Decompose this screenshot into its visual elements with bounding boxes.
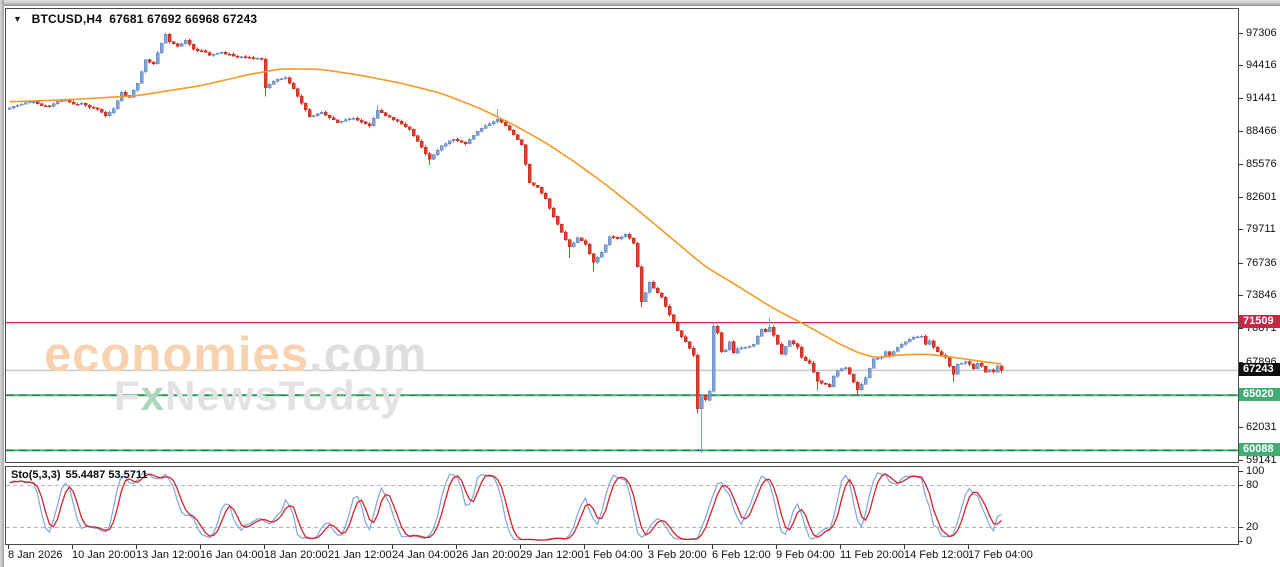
- time-tick: [136, 545, 137, 549]
- time-tick: [392, 545, 393, 549]
- sto-scale-tick: [1239, 541, 1243, 542]
- time-axis-label: 14 Feb 12:00: [904, 549, 969, 561]
- time-tick: [968, 545, 969, 549]
- candlestick-chart[interactable]: [6, 9, 1238, 462]
- price-axis-label: 73846: [1246, 289, 1277, 301]
- sto-scale-label: 80: [1246, 479, 1259, 491]
- price-axis-label: 67896: [1246, 356, 1277, 368]
- price-axis-label: 91441: [1246, 92, 1277, 104]
- symbol-quote-bar: ▼ BTCUSD,H4 67681 67692 66968 67243: [13, 12, 257, 26]
- price-axis-label: 97306: [1246, 27, 1277, 39]
- price-badge-65020: 65020: [1239, 388, 1280, 401]
- indicator-label: Sto(5,3,3) 55.4487 53.5711: [11, 469, 153, 481]
- sto-scale-tick: [1239, 527, 1243, 528]
- price-tick: [1239, 427, 1243, 428]
- time-tick: [648, 545, 649, 549]
- symbol-dropdown-icon[interactable]: ▼: [13, 14, 23, 24]
- price-axis-label: 94416: [1246, 59, 1277, 71]
- time-tick: [456, 545, 457, 549]
- price-tick: [1239, 229, 1243, 230]
- window-left-border: [0, 0, 4, 567]
- indicator-values: 55.4487 53.5711: [65, 469, 148, 481]
- sto-scale-tick: [1239, 471, 1243, 472]
- stochastic-k-line: [9, 472, 1002, 542]
- price-badge-60088: 60088: [1239, 443, 1280, 456]
- time-tick: [8, 545, 9, 549]
- sto-scale-label: 100: [1246, 465, 1265, 477]
- price-tick: [1239, 164, 1243, 165]
- stochastic-d-line: [9, 473, 1002, 541]
- price-tick: [1239, 263, 1243, 264]
- moving-average-line: [9, 68, 1002, 365]
- time-tick: [200, 545, 201, 549]
- price-tick: [1239, 65, 1243, 66]
- indicator-name: Sto(5,3,3): [11, 469, 61, 481]
- time-tick: [328, 545, 329, 549]
- time-axis-label: 11 Feb 20:00: [840, 549, 905, 561]
- price-badge-67243: 67243: [1239, 363, 1280, 376]
- stochastic-panel[interactable]: Sto(5,3,3) 55.4487 53.5711: [5, 466, 1239, 545]
- price-tick: [1239, 460, 1243, 461]
- stochastic-chart[interactable]: [6, 467, 1238, 544]
- time-tick: [520, 545, 521, 549]
- time-axis-label: 26 Jan 20:00: [456, 549, 520, 561]
- time-tick: [712, 545, 713, 549]
- price-tick: [1239, 328, 1243, 329]
- symbol-name: BTCUSD,H4: [31, 12, 103, 26]
- price-axis-label: 88466: [1246, 125, 1277, 137]
- time-axis-label: 13 Jan 12:00: [136, 549, 200, 561]
- time-tick: [840, 545, 841, 549]
- sto-scale-label: 0: [1246, 535, 1253, 547]
- price-axis-label: 82601: [1246, 191, 1277, 203]
- price-axis-label: 85576: [1246, 158, 1277, 170]
- price-axis-label: 62031: [1246, 421, 1277, 433]
- price-axis-label: 79711: [1246, 223, 1276, 235]
- price-tick: [1239, 197, 1243, 198]
- time-axis-label: 8 Jan 2026: [8, 549, 63, 561]
- time-axis-label: 3 Feb 20:00: [648, 549, 707, 561]
- sto-scale-label: 20: [1246, 521, 1259, 533]
- candles: [7, 32, 1004, 454]
- time-tick: [264, 545, 265, 549]
- time-axis-label: 10 Jan 20:00: [72, 549, 136, 561]
- time-axis-label: 16 Jan 04:00: [200, 549, 264, 561]
- price-tick: [1239, 362, 1243, 363]
- time-tick: [584, 545, 585, 549]
- time-axis-label: 21 Jan 12:00: [328, 549, 392, 561]
- sto-scale-tick: [1239, 485, 1243, 486]
- time-axis-label: 29 Jan 12:00: [520, 549, 584, 561]
- price-tick: [1239, 131, 1243, 132]
- time-tick: [776, 545, 777, 549]
- time-axis-label: 9 Feb 04:00: [776, 549, 835, 561]
- time-axis-label: 18 Jan 20:00: [264, 549, 328, 561]
- ohlc-quotes: 67681 67692 66968 67243: [109, 12, 258, 26]
- price-axis-label: 70871: [1246, 322, 1277, 334]
- time-axis-label: 24 Jan 04:00: [392, 549, 456, 561]
- price-axis-label: 76736: [1246, 257, 1277, 269]
- time-axis-label: 6 Feb 12:00: [712, 549, 771, 561]
- price-tick: [1239, 33, 1243, 34]
- price-badge-71509: 71509: [1239, 315, 1280, 328]
- time-tick: [904, 545, 905, 549]
- price-tick: [1239, 98, 1243, 99]
- price-chart-panel[interactable]: economies.com FxNewsToday ▼ BTCUSD,H4 67…: [5, 8, 1239, 463]
- price-axis-label: 59141: [1246, 454, 1277, 466]
- time-tick: [72, 545, 73, 549]
- time-axis-label: 1 Feb 04:00: [584, 549, 643, 561]
- window-top-border: [0, 0, 1280, 6]
- time-axis-label: 17 Feb 04:00: [968, 549, 1033, 561]
- price-tick: [1239, 295, 1243, 296]
